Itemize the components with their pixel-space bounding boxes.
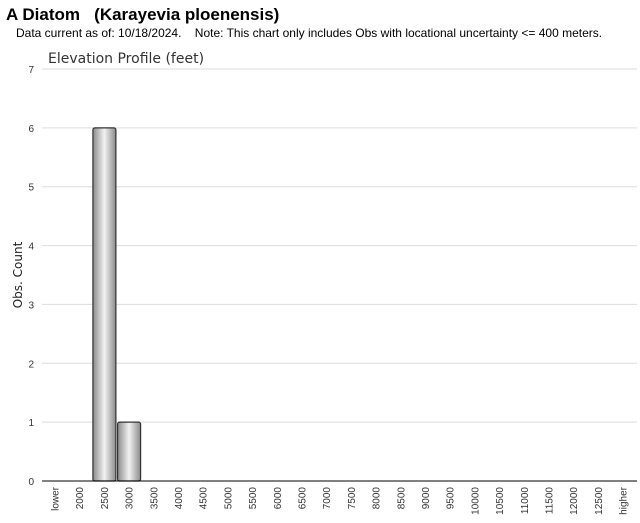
data-note: Data current as of: 10/18/2024. Note: Th… — [16, 26, 603, 40]
y-axis-label: Obs. Count — [11, 241, 25, 308]
x-tick-label: 12500 — [594, 487, 605, 515]
x-tick-label: 5000 — [223, 487, 234, 510]
x-tick-label: 3500 — [149, 487, 160, 510]
x-tick-label: 4000 — [174, 487, 185, 510]
x-tick-label: 11500 — [545, 487, 556, 515]
x-tick-label: 7000 — [322, 487, 333, 510]
x-tick-label: 6000 — [273, 487, 284, 510]
x-tick-label: 4500 — [199, 487, 210, 510]
x-tick-label: 11000 — [520, 487, 531, 515]
bar-3000 — [116, 421, 142, 482]
y-tick-label: 5 — [28, 183, 34, 194]
page-title: A Diatom (Karayevia ploenensis) — [6, 5, 280, 24]
y-tick-label: 6 — [28, 124, 34, 135]
x-tick-label: 9000 — [421, 487, 432, 510]
x-tick-label: 2500 — [100, 487, 111, 510]
x-tick-label: 3000 — [125, 487, 136, 510]
x-tick-label: 8000 — [372, 487, 383, 510]
y-tick-label: 4 — [28, 242, 34, 253]
x-tick-label: 2000 — [75, 487, 86, 510]
x-tick-label: 8500 — [396, 487, 407, 510]
x-tick-label: 5500 — [248, 487, 259, 510]
x-tick-label: lower — [51, 486, 62, 511]
bar-2500 — [92, 127, 117, 482]
y-tick-label: 2 — [28, 359, 34, 370]
x-tick-label: 7500 — [347, 487, 358, 510]
chart-title: Elevation Profile (feet) — [48, 51, 204, 67]
y-tick-label: 3 — [28, 300, 34, 311]
x-tick-label: 9500 — [446, 487, 457, 510]
x-tick-label: 10000 — [470, 487, 481, 515]
y-tick-label: 1 — [28, 418, 34, 429]
y-tick-label: 7 — [28, 65, 34, 76]
x-tick-label: higher — [619, 486, 630, 514]
x-tick-label: 12000 — [569, 487, 580, 515]
x-tick-label: 6500 — [298, 487, 309, 510]
x-tick-label: 10500 — [495, 487, 506, 515]
y-tick-label: 0 — [28, 477, 34, 488]
